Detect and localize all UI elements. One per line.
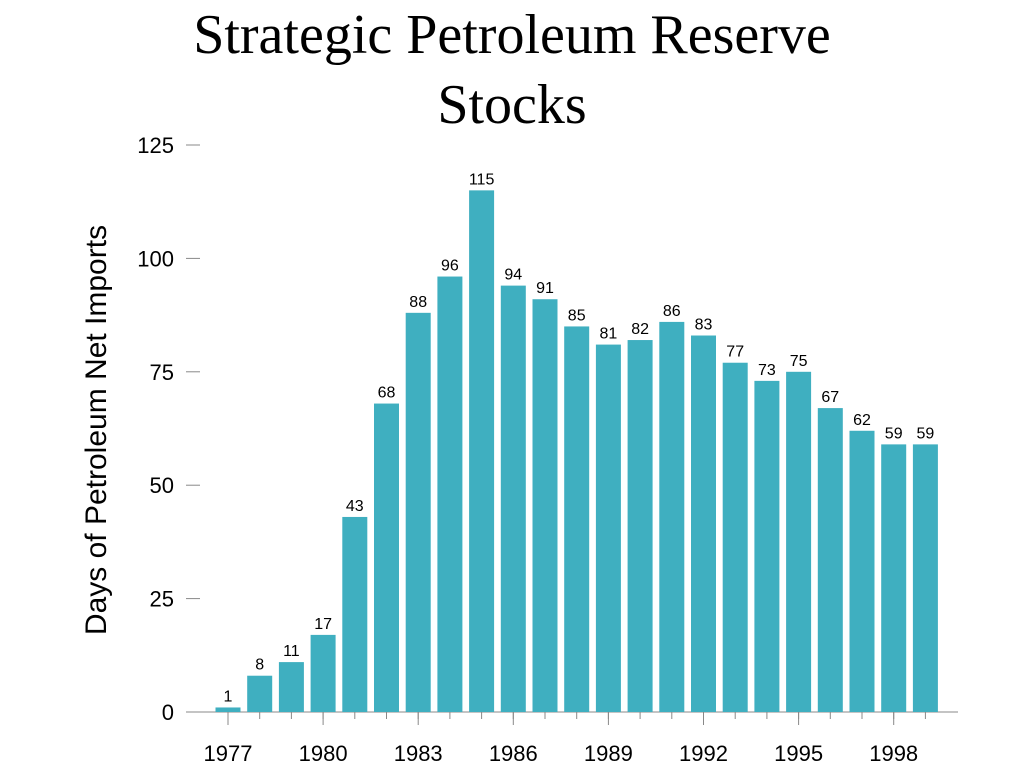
data-label-1992: 83 xyxy=(695,317,713,334)
x-tick-label: 1986 xyxy=(489,741,538,766)
data-label-1994: 73 xyxy=(758,362,776,379)
bar-1991 xyxy=(659,321,685,712)
y-axis-label: Days of Petroleum Net Imports xyxy=(80,225,113,635)
y-axis: 0 25 50 75 100 125 xyxy=(137,133,200,725)
y-tick-label: 25 xyxy=(150,587,174,612)
bar-1977 xyxy=(215,707,241,712)
data-label-1980: 17 xyxy=(314,616,332,633)
x-axis: 1977 1980 1983 1986 1989 1992 1995 1998 xyxy=(200,711,958,766)
bar-1982 xyxy=(374,403,399,712)
bar-1984 xyxy=(437,276,463,712)
bar-1990 xyxy=(627,340,653,712)
x-tick-label: 1992 xyxy=(679,741,728,766)
data-label-1981: 43 xyxy=(346,498,364,515)
data-label-1983: 88 xyxy=(409,294,427,311)
bar-1983 xyxy=(405,312,431,712)
data-label-1977: 1 xyxy=(224,688,233,705)
bar-1981 xyxy=(342,516,368,712)
data-label-1991: 86 xyxy=(663,303,681,320)
data-label-1985: 115 xyxy=(469,171,495,188)
data-label-1999: 59 xyxy=(917,425,935,442)
chart-title-line2: Stocks xyxy=(437,74,587,136)
x-tick-label: 1980 xyxy=(299,741,348,766)
data-labels: 1 8 11 17 43 68 88 96 115 94 91 85 81 82 86 83 77 73 75 67 6… xyxy=(224,171,935,705)
data-label-1987: 91 xyxy=(536,280,554,297)
bar-1993 xyxy=(722,362,748,712)
bar-1988 xyxy=(564,326,590,712)
y-tick-label: 0 xyxy=(162,700,174,725)
data-label-1989: 81 xyxy=(600,326,618,343)
data-label-1979: 11 xyxy=(283,643,300,660)
bar-1989 xyxy=(595,344,621,712)
y-tick-label: 50 xyxy=(150,473,174,498)
data-label-1986: 94 xyxy=(504,267,522,284)
bar-1987 xyxy=(532,299,558,712)
bar-1986 xyxy=(500,285,526,712)
x-tick-label: 1983 xyxy=(394,741,443,766)
bars xyxy=(215,190,938,713)
x-tick-label: 1977 xyxy=(204,741,253,766)
x-tick-label: 1995 xyxy=(774,741,823,766)
bar-1979 xyxy=(278,662,304,712)
bar-1994 xyxy=(754,380,780,712)
bar-1996 xyxy=(817,408,843,712)
bar-1978 xyxy=(247,675,273,712)
data-label-1996: 67 xyxy=(821,389,839,406)
bar-1997 xyxy=(849,430,875,712)
x-tick-label: 1989 xyxy=(584,741,633,766)
bar-1999 xyxy=(912,444,938,712)
data-label-1978: 8 xyxy=(255,657,264,674)
y-tick-label: 100 xyxy=(137,246,174,271)
chart-title: Strategic Petroleum Reserve Stocks xyxy=(0,0,1024,140)
x-tick-label: 1998 xyxy=(869,741,918,766)
chart-title-line1: Strategic Petroleum Reserve xyxy=(193,4,831,66)
bar-1995 xyxy=(786,371,812,712)
bar-1985 xyxy=(469,190,495,713)
y-tick-label: 75 xyxy=(150,360,174,385)
data-label-1984: 96 xyxy=(441,258,459,275)
y-tick-label: 125 xyxy=(137,133,174,158)
bar-1992 xyxy=(691,335,716,712)
bar-1980 xyxy=(310,634,336,712)
data-label-1990: 82 xyxy=(631,321,649,338)
bar-1998 xyxy=(881,444,907,712)
data-label-1993: 77 xyxy=(726,344,744,361)
data-label-1988: 85 xyxy=(568,307,586,324)
data-label-1995: 75 xyxy=(790,353,808,370)
data-label-1997: 62 xyxy=(853,412,871,429)
data-label-1982: 68 xyxy=(378,385,396,402)
data-label-1998: 59 xyxy=(885,425,903,442)
